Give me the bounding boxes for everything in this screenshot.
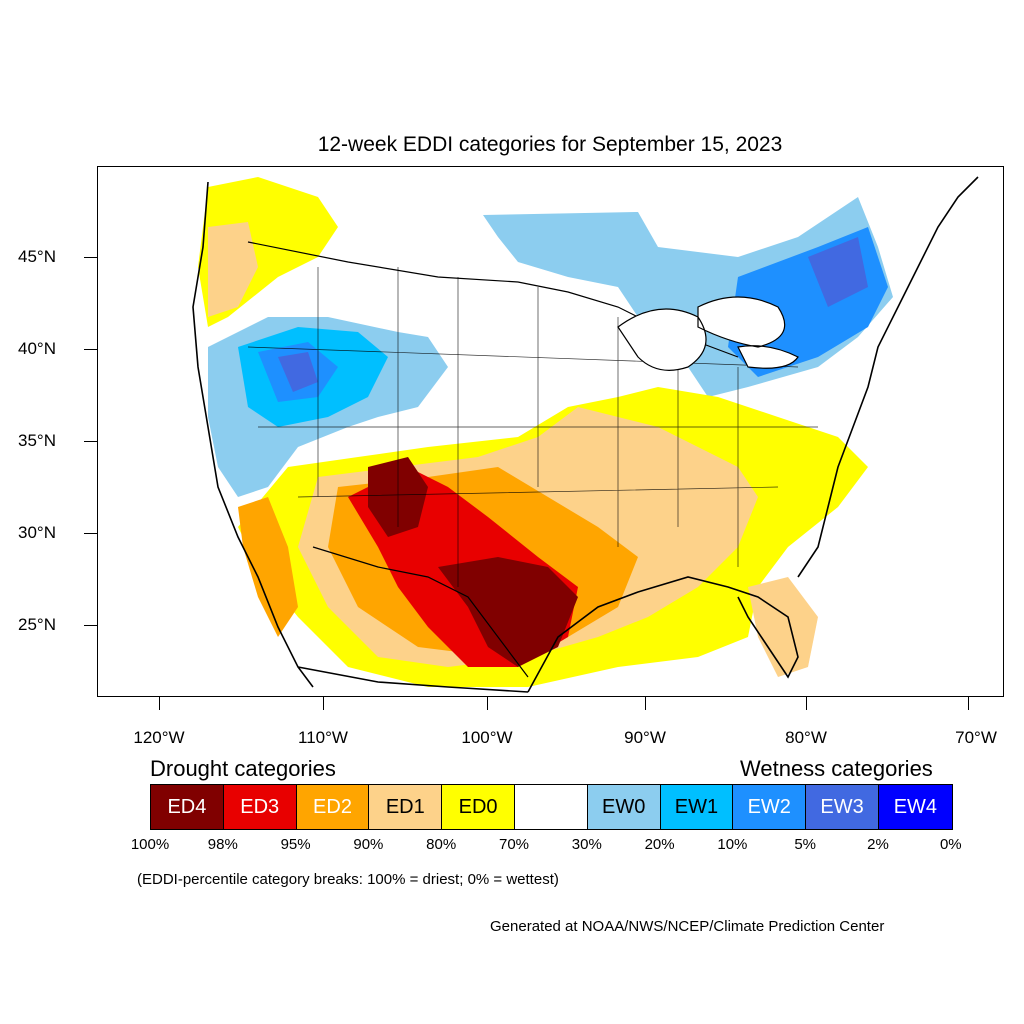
- lat-tick-30: [84, 533, 97, 534]
- wet-region-ev4: [278, 352, 318, 392]
- legend-swatch-ed0: ED0: [442, 785, 515, 829]
- eddi-map: [97, 166, 1004, 697]
- lat-label-30: 30°N: [18, 523, 56, 542]
- percentile-label: 90%: [353, 836, 384, 853]
- great-lakes: [617, 296, 799, 371]
- legend-swatch-ew0: EW0: [587, 785, 661, 829]
- legend-swatch-ed1: ED1: [369, 785, 443, 829]
- legend-swatch-ew1: EW1: [660, 785, 734, 829]
- percentile-label: 2%: [867, 836, 889, 853]
- dry-region-california-coast: [238, 497, 298, 637]
- percentile-label: 100%: [130, 836, 170, 853]
- state-lines: [247, 267, 818, 587]
- drought-heading: Drought categories: [150, 756, 336, 781]
- credit-line: Generated at NOAA/NWS/NCEP/Climate Predi…: [490, 918, 885, 935]
- dry-region-florida: [748, 577, 818, 677]
- coastline-conus: [192, 176, 979, 693]
- lat-label-40: 40°N: [18, 339, 56, 358]
- legend-swatch-ew3: EW3: [806, 785, 879, 829]
- lon-tick-80: [806, 697, 807, 710]
- lat-tick-40: [84, 349, 97, 350]
- wetness-heading: Wetness categories: [740, 756, 933, 781]
- legend-swatch-ed3: ED3: [223, 785, 297, 829]
- legend-swatch-ed4: ED4: [151, 785, 224, 829]
- lat-tick-45: [84, 257, 97, 258]
- lon-tick-90: [645, 697, 646, 710]
- lon-tick-110: [323, 697, 324, 710]
- percentile-label: 70%: [498, 836, 530, 853]
- lon-label-90: 90°W: [624, 728, 666, 747]
- lon-tick-120: [159, 697, 160, 710]
- percentile-label: 98%: [207, 836, 238, 853]
- lat-tick-25: [84, 625, 97, 626]
- legend-color-bar: ED4 ED3 ED2 ED1 ED0 EW0 EW1 EW2 EW3 EW4: [150, 784, 953, 830]
- lon-label-110: 110°W: [298, 728, 348, 747]
- mexico-border: [312, 546, 529, 678]
- lon-label-80: 80°W: [785, 728, 827, 747]
- lat-tick-35: [84, 441, 97, 442]
- legend-swatch-ed2: ED2: [296, 785, 370, 829]
- legend-swatch-ew4: EW4: [878, 785, 952, 829]
- wet-region-maine: [808, 237, 868, 307]
- category-breaks-note: (EDDI-percentile category breaks: 100% =…: [137, 871, 559, 888]
- percentile-label: 5%: [794, 836, 817, 853]
- legend-swatch-ew2: EW2: [733, 785, 807, 829]
- lon-tick-100: [487, 697, 488, 710]
- lat-label-25: 25°N: [18, 615, 56, 634]
- percentile-label: 0%: [939, 836, 962, 853]
- percentile-label: 80%: [426, 836, 457, 853]
- percentile-label: 10%: [717, 836, 748, 853]
- percentile-label: 20%: [644, 836, 675, 853]
- lon-label-100: 100°W: [461, 728, 513, 747]
- dry-region-ed4-texas: [438, 557, 578, 667]
- lon-label-70: 70°W: [955, 728, 997, 747]
- percentile-label: 95%: [280, 836, 311, 853]
- map-title: 12-week EDDI categories for September 15…: [317, 133, 783, 156]
- lon-tick-70: [968, 697, 969, 710]
- lat-label-45: 45°N: [18, 247, 56, 266]
- percentile-label: 30%: [571, 836, 602, 853]
- lon-label-120: 120°W: [133, 728, 185, 747]
- legend-swatch-neutral: [514, 785, 588, 829]
- lat-label-35: 35°N: [18, 431, 56, 450]
- dry-region-oregon-coast: [208, 222, 258, 317]
